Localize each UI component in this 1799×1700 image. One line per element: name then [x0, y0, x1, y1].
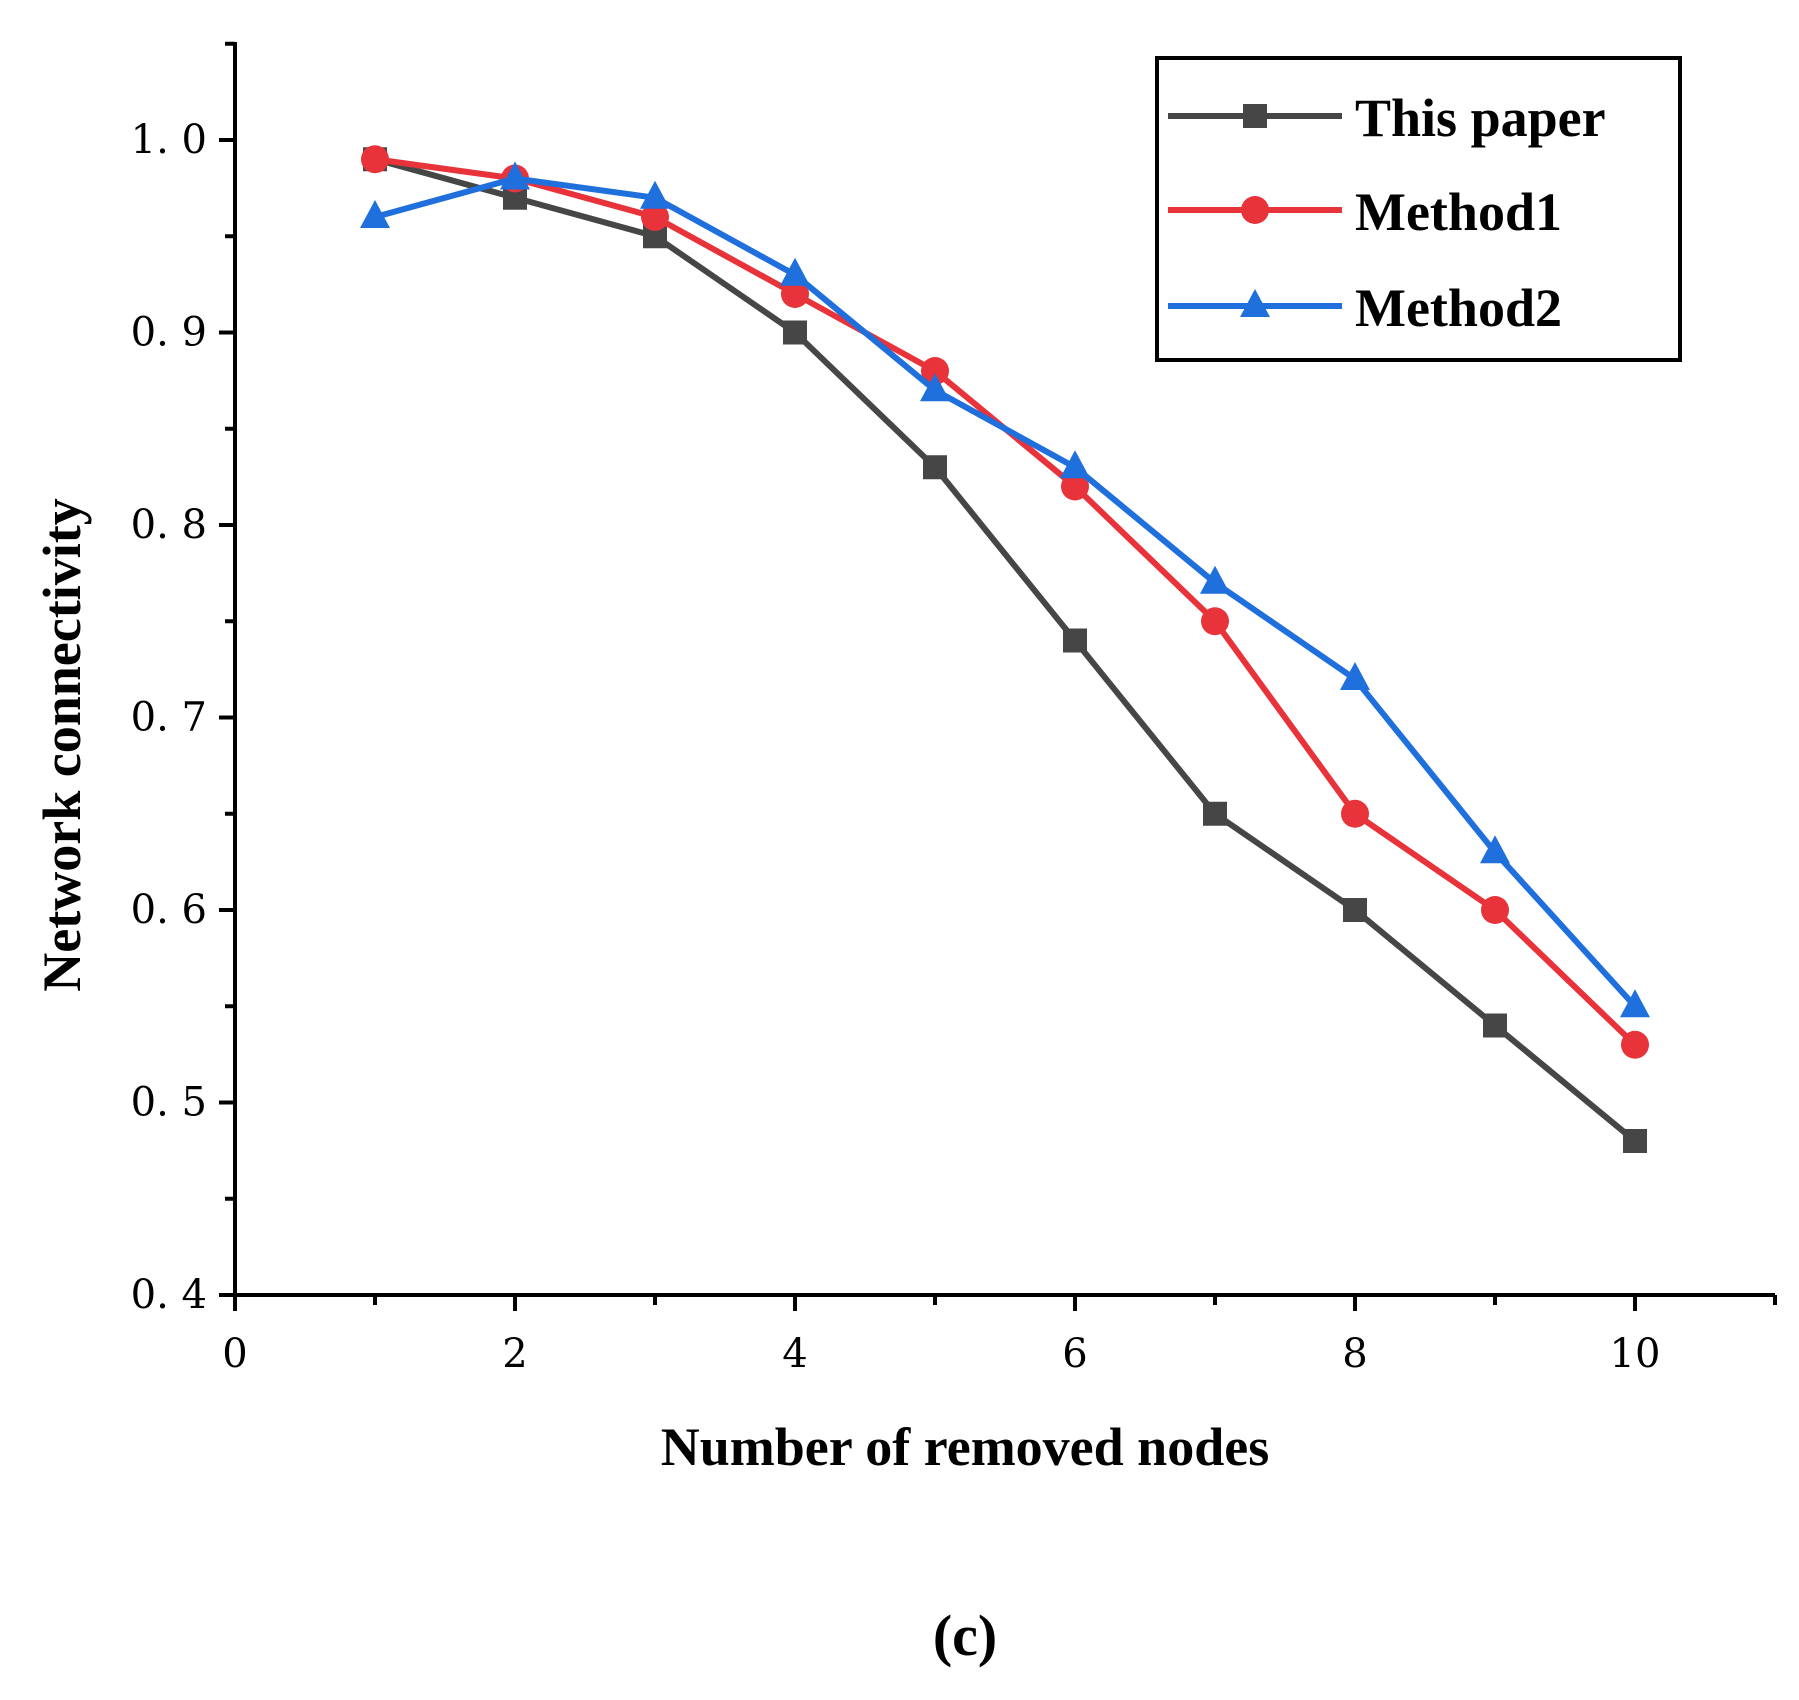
data-point-method2: [1480, 835, 1510, 864]
data-point-this-paper: [1483, 1013, 1507, 1038]
x-tick-label: 2: [502, 1331, 527, 1377]
data-point-this-paper: [923, 455, 947, 480]
data-point-method1: [641, 203, 669, 231]
data-point-method2: [1620, 989, 1650, 1018]
x-tick-label: 8: [1342, 1331, 1367, 1377]
data-point-this-paper: [1343, 898, 1367, 922]
legend-label-method2: Method2: [1355, 278, 1562, 338]
data-point-method1: [1621, 1030, 1649, 1059]
x-tick-label: 6: [1062, 1331, 1087, 1377]
data-point-method2: [640, 180, 670, 209]
y-tick-label: 1. 0: [131, 117, 207, 163]
y-tick-label: 0. 6: [131, 887, 207, 933]
data-point-method2: [1340, 662, 1370, 690]
figure-caption: (c): [933, 1603, 997, 1668]
legend: This paper Method1 Method2: [1155, 56, 1682, 362]
legend-marker-this-paper: [1243, 104, 1267, 128]
data-point-this-paper: [783, 320, 807, 345]
series-line-this-paper: [374, 156, 1637, 1144]
data-point-method1: [361, 145, 389, 174]
data-point-this-paper: [1203, 801, 1227, 826]
data-point-method2: [1060, 450, 1090, 479]
data-point-method2: [920, 373, 950, 402]
y-tick-label: 0. 7: [131, 695, 207, 741]
legend-label-method1: Method1: [1355, 182, 1562, 242]
x-tick-label: 10: [1610, 1331, 1661, 1377]
y-tick-label: 0. 9: [131, 310, 207, 356]
data-point-method1: [1061, 472, 1089, 501]
x-tick-label: 4: [782, 1331, 807, 1377]
series-layer: [360, 145, 1650, 1153]
y-axis-title: Network connectivity: [32, 498, 92, 991]
x-tick-label: 0: [222, 1331, 247, 1377]
data-point-method2: [500, 161, 530, 190]
data-point-method2: [360, 200, 390, 228]
data-point-method2: [1200, 565, 1230, 594]
y-tick-label: 0. 5: [131, 1080, 207, 1126]
data-point-method1: [781, 280, 809, 308]
data-point-this-paper: [1063, 628, 1087, 653]
legend-label-this-paper: This paper: [1355, 88, 1606, 148]
data-point-method1: [921, 357, 949, 385]
x-axis-title: Number of removed nodes: [661, 1417, 1269, 1477]
data-point-this-paper: [1623, 1129, 1647, 1153]
series-method2: [360, 161, 1650, 1018]
y-tick-label: 0. 8: [131, 502, 207, 548]
legend-marker-method1: [1241, 196, 1269, 224]
legend-marker-method2: [1240, 289, 1270, 317]
data-point-method1: [1341, 799, 1369, 828]
data-point-method1: [1481, 896, 1509, 924]
data-point-method1: [1201, 607, 1229, 636]
axes: 0 2 4 6 8 10 0. 4 0. 5 0. 6 0. 7 0. 8 0. 9 1. 0: [131, 41, 1777, 1377]
series-line-method2: [374, 175, 1638, 1009]
y-tick-label: 0. 4: [131, 1272, 207, 1318]
data-point-method2: [780, 257, 810, 286]
